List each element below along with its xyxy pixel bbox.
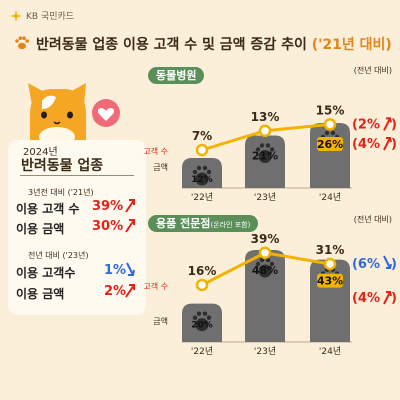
x-tick-label: '24년	[319, 192, 341, 203]
chart-title-note: (온라인 포함)	[210, 221, 251, 229]
bar-label-supplies: 20%	[191, 321, 213, 331]
row-customers-1y-value: 1%	[104, 263, 127, 278]
yoy-close-paren: )	[391, 137, 397, 152]
yoy-header: (전년 대비)	[354, 65, 392, 75]
row-amount-3y-value: 30%	[92, 219, 124, 234]
summary-title: 반려동물 업종	[21, 158, 104, 174]
x-tick-label: '22년	[191, 346, 213, 357]
page-title-suffix: ('21년 대비)	[311, 37, 392, 53]
paw-icon	[195, 172, 209, 186]
line-label-supplies: 39%	[251, 232, 280, 246]
row-customers-1y-label: 이용 고객수	[16, 266, 76, 280]
x-tick-label: '23년	[254, 192, 276, 203]
row-amount-1y-value: 2%	[104, 284, 127, 299]
paw-toe-icon	[265, 257, 271, 263]
page-title-main: 반려동물 업종 이용 고객 수 및 금액 증감 추이	[36, 37, 307, 53]
brand-logo: KB 국민카드	[10, 9, 74, 22]
yoy-value: (6%	[352, 257, 380, 272]
row-customers-3y-value: 39%	[92, 199, 124, 214]
x-tick-label: '23년	[254, 346, 276, 357]
paw-icon	[195, 318, 209, 332]
row-customers-3y-label: 이용 고객 수	[16, 202, 80, 216]
bar-label-hospital: 21%	[252, 150, 278, 163]
bar-label-hospital: 12%	[191, 175, 213, 185]
line-point-hospital	[323, 118, 337, 131]
paw-toe-icon	[259, 257, 265, 263]
paw-icon	[258, 264, 272, 278]
paw-toe-icon	[202, 165, 208, 171]
paw-icon	[258, 150, 272, 163]
x-tick-label: '24년	[319, 346, 341, 357]
series-label-amount: 금액	[153, 316, 168, 326]
bar-label-hospital: 26%	[317, 138, 343, 151]
paw-toe-icon	[255, 147, 261, 152]
row-amount-3y-label: 이용 금액	[16, 222, 65, 236]
paw-toe-icon	[330, 130, 336, 136]
bar-label-supplies: 43%	[317, 275, 343, 288]
series-label-customers: 고객 수	[143, 281, 168, 291]
paw-toe-icon	[265, 143, 271, 148]
paw-toe-icon	[269, 261, 275, 267]
paw-toe-icon	[269, 147, 275, 152]
arrow-up-icon	[125, 284, 135, 298]
bar-supplies	[310, 259, 350, 342]
brand-logo-text: KB 국민카드	[26, 12, 75, 22]
note-previous-year: 전년 대비 ('23년)	[28, 251, 89, 260]
yoy-header: (전년 대비)	[354, 214, 392, 224]
star-icon	[10, 9, 22, 22]
paw-icon	[15, 36, 29, 50]
yoy-close-paren: )	[391, 117, 397, 132]
summary-year: 2024년	[23, 147, 58, 158]
line-label-hospital: 15%	[316, 103, 345, 117]
series-label-customers: 고객 수	[143, 146, 168, 156]
x-tick-label: '22년	[191, 192, 213, 203]
line-label-hospital: 7%	[192, 129, 212, 143]
arrow-up-icon	[383, 137, 392, 151]
arrow-up-icon	[383, 117, 392, 131]
note-three-year: 3년전 대비 ('21년)	[28, 188, 94, 197]
arrow-up-icon	[125, 199, 135, 213]
bar-label-supplies: 48%	[252, 264, 278, 277]
paw-toe-icon	[259, 143, 265, 148]
page-title: 반려동물 업종 이용 고객 수 및 금액 증감 추이 ('21년 대비)	[36, 34, 392, 54]
summary-divider	[20, 175, 134, 176]
bar-label-highlight	[317, 137, 343, 151]
paw-toe-icon	[196, 311, 202, 316]
line-point-supplies	[323, 257, 337, 271]
paw-toe-icon	[206, 315, 212, 320]
summary-panel	[8, 140, 146, 315]
paw-toe-icon	[192, 315, 198, 320]
line-label-supplies: 31%	[316, 243, 345, 257]
paw-toe-icon	[206, 169, 212, 175]
series-label-amount: 금액	[153, 162, 168, 172]
arrow-up-icon	[125, 219, 135, 233]
paw-toe-icon	[324, 130, 330, 136]
line-point-hospital	[195, 143, 209, 157]
line-point-supplies	[258, 246, 272, 260]
paw-toe-icon	[255, 261, 261, 267]
yoy-close-paren: )	[391, 291, 397, 306]
line-point-supplies	[195, 278, 209, 292]
bar-label-highlight	[317, 273, 343, 288]
arrow-down-icon	[383, 255, 392, 269]
chart-title-supplies: 용품 전문점(온라인 포함)	[148, 215, 259, 232]
bar-supplies	[245, 250, 285, 342]
paw-toe-icon	[192, 169, 198, 175]
chart-title-hospital: 동물병원	[148, 67, 205, 84]
yoy-value: (2%	[352, 117, 380, 132]
paw-toe-icon	[196, 165, 202, 171]
yoy-value: (4%	[352, 137, 380, 152]
yoy-close-paren: )	[391, 257, 397, 272]
line-label-hospital: 13%	[251, 110, 280, 124]
row-amount-1y-label: 이용 금액	[16, 287, 65, 301]
bar-hospital	[310, 123, 350, 188]
yoy-value: (4%	[352, 291, 380, 306]
arrow-up-icon	[383, 291, 392, 305]
arrow-down-icon	[126, 262, 135, 276]
line-point-hospital	[258, 124, 272, 138]
line-label-supplies: 16%	[188, 264, 217, 278]
paw-toe-icon	[202, 311, 208, 316]
